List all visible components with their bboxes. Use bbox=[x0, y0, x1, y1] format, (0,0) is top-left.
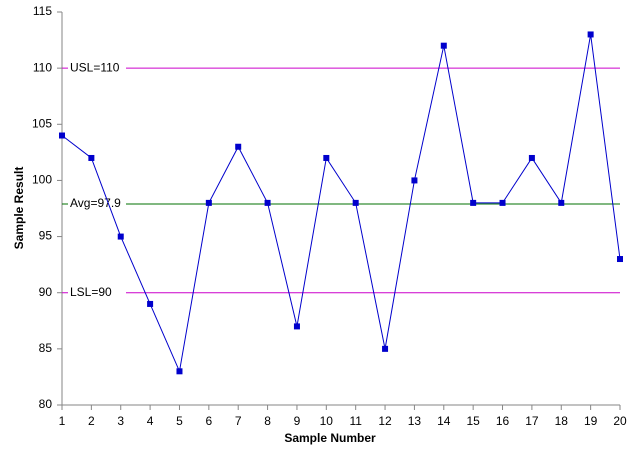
data-point bbox=[205, 199, 212, 206]
reference-label-bg bbox=[68, 196, 126, 213]
x-tick-label: 12 bbox=[378, 414, 392, 428]
x-tick-label: 5 bbox=[176, 414, 183, 428]
data-line bbox=[61, 34, 621, 374]
x-tick-label: 10 bbox=[320, 414, 334, 428]
x-tick-label: 13 bbox=[408, 414, 422, 428]
data-point bbox=[264, 199, 271, 206]
data-point bbox=[470, 199, 477, 206]
data-point bbox=[147, 300, 154, 307]
reference-label-bg bbox=[68, 60, 126, 77]
x-tick-label: 17 bbox=[525, 414, 539, 428]
data-point bbox=[323, 154, 330, 161]
data-point bbox=[411, 177, 418, 184]
data-point bbox=[440, 42, 447, 49]
x-tick-label: 16 bbox=[496, 414, 510, 428]
data-point bbox=[617, 256, 623, 263]
y-tick-label: 105 bbox=[32, 116, 52, 130]
x-tick-label: 9 bbox=[294, 414, 301, 428]
data-point bbox=[352, 199, 359, 206]
y-tick-label: 115 bbox=[33, 4, 52, 18]
y-tick-label: 110 bbox=[33, 60, 52, 74]
reference-label: LSL=90 bbox=[70, 285, 112, 299]
data-point bbox=[382, 345, 389, 352]
data-point bbox=[176, 368, 183, 375]
data-point bbox=[499, 199, 506, 206]
x-tick-label: 20 bbox=[613, 414, 627, 428]
x-tick-label: 4 bbox=[147, 414, 154, 428]
y-tick-label: 80 bbox=[39, 397, 53, 411]
y-axis-label: Sample Result bbox=[12, 167, 26, 250]
data-point bbox=[293, 323, 300, 330]
data-point bbox=[528, 154, 535, 161]
data-point bbox=[587, 31, 594, 38]
y-tick-label: 100 bbox=[32, 173, 52, 187]
y-tick-label: 95 bbox=[39, 229, 53, 243]
data-point bbox=[235, 143, 242, 150]
x-tick-label: 19 bbox=[584, 414, 598, 428]
reference-label: Avg=97.9 bbox=[70, 196, 121, 210]
y-tick-label: 90 bbox=[39, 285, 53, 299]
x-tick-label: 7 bbox=[235, 414, 242, 428]
x-tick-label: 2 bbox=[88, 414, 95, 428]
data-point bbox=[59, 132, 65, 139]
data-point bbox=[88, 154, 95, 161]
x-tick-label: 3 bbox=[117, 414, 124, 428]
data-point bbox=[558, 199, 565, 206]
x-tick-label: 18 bbox=[555, 414, 569, 428]
reference-label: USL=110 bbox=[70, 60, 120, 74]
x-tick-label: 8 bbox=[264, 414, 271, 428]
data-point bbox=[117, 233, 124, 240]
x-tick-label: 15 bbox=[466, 414, 480, 428]
y-tick-label: 85 bbox=[39, 341, 53, 355]
x-tick-label: 14 bbox=[437, 414, 451, 428]
reference-label-bg bbox=[68, 284, 126, 301]
x-tick-label: 6 bbox=[205, 414, 212, 428]
x-tick-label: 1 bbox=[59, 414, 66, 428]
x-tick-label: 11 bbox=[349, 414, 362, 428]
x-axis-label: Sample Number bbox=[284, 431, 376, 445]
